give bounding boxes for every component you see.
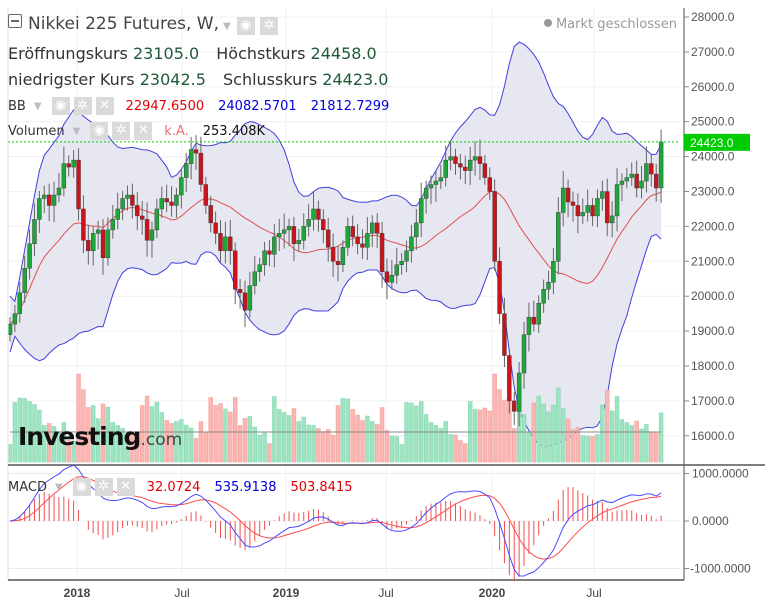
svg-text:19000.0: 19000.0 xyxy=(691,324,735,338)
svg-text:26000.0: 26000.0 xyxy=(691,80,735,94)
bb-label[interactable]: BB xyxy=(8,98,26,114)
svg-text:27000.0: 27000.0 xyxy=(691,45,735,59)
chevron-down-icon[interactable]: ▼ xyxy=(33,100,42,112)
eye-icon[interactable]: ◉ xyxy=(72,478,91,496)
svg-text:21000.0: 21000.0 xyxy=(691,254,735,268)
svg-text:18000.0: 18000.0 xyxy=(691,359,735,373)
svg-text:0.0000: 0.0000 xyxy=(692,514,729,528)
ohlc-row-1: Eröffnungskurs 23105.0 Höchstkurs 24458.… xyxy=(8,44,389,63)
svg-text:2018: 2018 xyxy=(64,586,91,600)
bb-lower-value: 21812.7299 xyxy=(310,98,390,114)
chevron-down-icon[interactable]: ▼ xyxy=(72,125,81,137)
eye-icon[interactable]: ◉ xyxy=(90,122,109,140)
chevron-down-icon[interactable]: ▼ xyxy=(54,481,63,493)
collapse-icon[interactable] xyxy=(8,14,22,28)
chart-title-row: Nikkei 225 Futures, W, ▼ ◉ ✲ xyxy=(8,14,279,35)
gear-icon[interactable]: ✲ xyxy=(73,97,92,115)
open-value: 23105.0 xyxy=(132,44,200,63)
eye-icon[interactable]: ◉ xyxy=(236,17,255,35)
low-value: 23042.5 xyxy=(139,70,206,89)
gear-icon[interactable]: ✲ xyxy=(94,478,113,496)
last-price-badge xyxy=(684,133,750,151)
svg-text:17000.0: 17000.0 xyxy=(691,394,735,408)
gear-icon[interactable]: ✲ xyxy=(260,17,279,35)
eye-icon[interactable]: ◉ xyxy=(51,97,70,115)
candles xyxy=(7,129,664,427)
svg-text:Jul: Jul xyxy=(378,586,393,600)
macd-label[interactable]: MACD xyxy=(8,479,47,495)
svg-text:2020: 2020 xyxy=(479,586,506,600)
close-icon[interactable]: ✕ xyxy=(95,97,114,115)
macd-histogram xyxy=(14,487,662,582)
low-label: niedrigster Kurs xyxy=(8,70,135,89)
status-dot-icon xyxy=(543,19,552,27)
svg-text:1000.0000: 1000.0000 xyxy=(692,467,749,481)
bb-upper-line xyxy=(9,41,662,303)
macd-value: 535.9138 xyxy=(214,479,277,495)
svg-text:-1000.0000: -1000.0000 xyxy=(690,562,751,576)
bb-middle-value: 22947.6500 xyxy=(125,98,205,114)
gear-icon[interactable]: ✲ xyxy=(112,122,131,140)
macd-legend: MACD ▼ ◉ ✲ ✕ 32.0724 535.9138 503.8415 xyxy=(8,478,353,496)
svg-text:24000.0: 24000.0 xyxy=(691,150,735,164)
close-label: Schlusskurs xyxy=(223,70,318,89)
svg-text:Jul: Jul xyxy=(586,586,601,600)
volume-bars xyxy=(7,373,664,463)
close-value: 24423.0 xyxy=(322,70,389,89)
high-value: 24458.0 xyxy=(310,44,377,63)
bb-fill xyxy=(10,42,662,447)
svg-text:Jul: Jul xyxy=(174,586,189,600)
svg-text:23000.0: 23000.0 xyxy=(691,185,735,199)
volume-value: 253.408K xyxy=(202,123,266,139)
chevron-down-icon[interactable]: ▼ xyxy=(222,21,231,32)
svg-text:16000.0: 16000.0 xyxy=(691,429,735,443)
investing-logo: Investing.com xyxy=(18,422,183,451)
volume-ma-value: k.A. xyxy=(164,123,189,139)
high-label: Höchstkurs xyxy=(216,44,306,63)
svg-text:22000.0: 22000.0 xyxy=(691,219,735,233)
chart-title: Nikkei 225 Futures, W, xyxy=(28,14,219,34)
bb-legend: BB ▼ ◉ ✲ ✕ 22947.6500 24082.5701 21812.7299 xyxy=(8,97,389,115)
svg-text:2019: 2019 xyxy=(273,586,300,600)
macd-hist-value: 32.0724 xyxy=(146,479,201,495)
svg-text:28000.0: 28000.0 xyxy=(691,10,735,24)
price-axis: 28000.0 27000.0 26000.0 25000.0 24000.0 23000… xyxy=(684,10,735,443)
market-status: Markt geschlossen xyxy=(543,17,677,32)
close-icon[interactable]: ✕ xyxy=(134,122,153,140)
bb-upper-value: 24082.5701 xyxy=(218,98,297,114)
svg-text:25000.0: 25000.0 xyxy=(691,115,735,129)
ohlc-row-2: niedrigster Kurs 23042.5 Schlusskurs 244… xyxy=(8,70,400,89)
macd-signal-value: 503.8415 xyxy=(290,479,353,495)
volume-label[interactable]: Volumen xyxy=(8,123,65,139)
macd-line xyxy=(9,464,662,577)
close-icon[interactable]: ✕ xyxy=(116,478,135,496)
volume-legend: Volumen ▼ ◉ ✲ ✕ k.A. 253.408K xyxy=(8,122,265,140)
svg-text:20000.0: 20000.0 xyxy=(691,289,735,303)
open-label: Eröffnungskurs xyxy=(8,44,128,63)
svg-text:24423.0: 24423.0 xyxy=(690,136,734,150)
